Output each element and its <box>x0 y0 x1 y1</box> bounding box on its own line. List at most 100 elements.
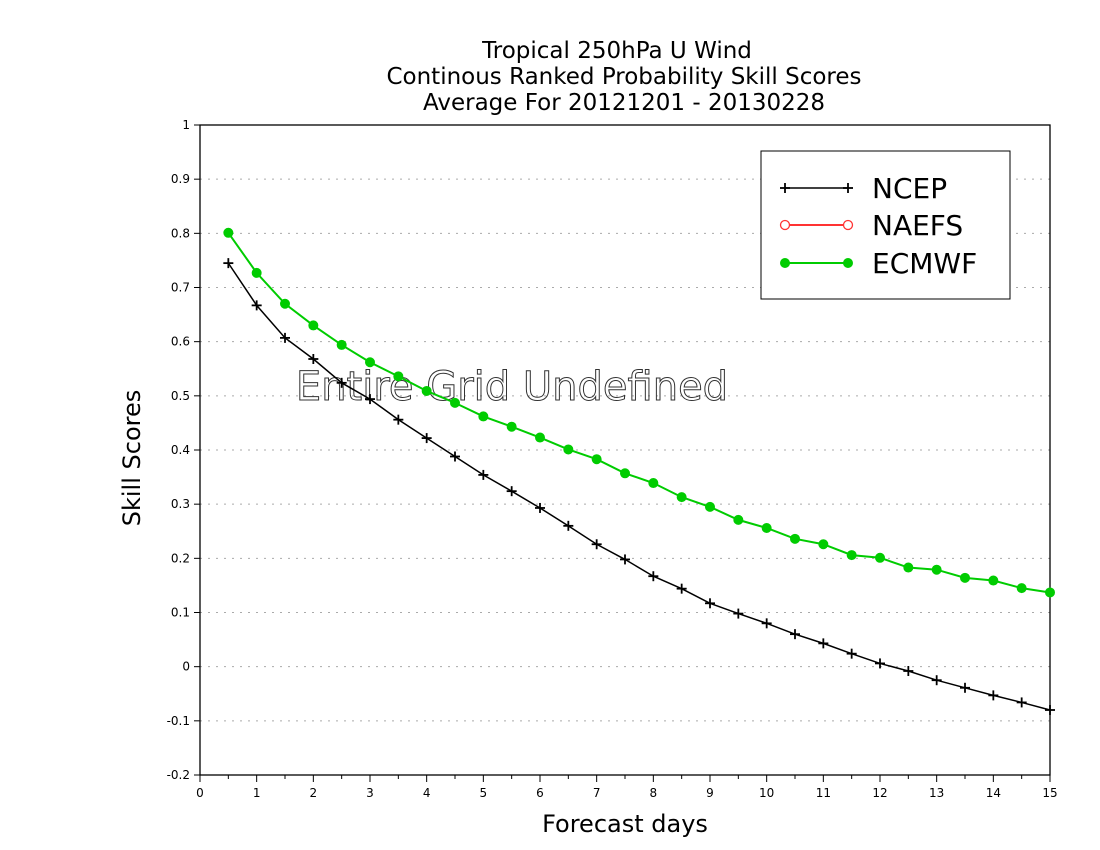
point-ncep <box>960 682 970 693</box>
point-ecmwf <box>563 444 574 455</box>
title-line-2: Continous Ranked Probability Skill Score… <box>386 64 861 90</box>
point-ncep <box>648 571 659 582</box>
legend-marker-ecmwf <box>780 258 790 268</box>
x-tick-label: 6 <box>536 786 544 800</box>
x-axis-label: Forecast days <box>542 810 708 838</box>
point-ecmwf <box>336 339 347 350</box>
point-ncep <box>336 377 347 388</box>
x-tick-label: 8 <box>650 786 658 800</box>
point-ncep <box>223 258 234 269</box>
point-ecmwf <box>648 478 659 489</box>
point-ncep <box>988 690 999 701</box>
point-ecmwf <box>733 514 744 525</box>
legend-marker-ncep <box>780 183 790 193</box>
point-ncep <box>733 608 744 619</box>
point-ncep <box>903 666 914 676</box>
x-tick-label: 7 <box>593 786 601 800</box>
point-ecmwf <box>960 572 970 583</box>
x-tick-label: 11 <box>816 786 831 800</box>
y-tick-label: 0.1 <box>171 606 190 620</box>
y-tick-label: 0.6 <box>171 335 190 349</box>
point-ncep <box>620 554 630 565</box>
point-ncep <box>365 394 375 405</box>
point-ecmwf <box>761 523 772 533</box>
series-ecmwf <box>223 227 1055 598</box>
point-ncep <box>421 433 432 444</box>
point-ncep <box>761 618 772 629</box>
point-ncep <box>393 414 404 425</box>
point-ncep <box>1045 705 1055 715</box>
point-ecmwf <box>591 454 602 465</box>
point-ecmwf <box>676 492 687 503</box>
point-ecmwf <box>535 432 545 443</box>
x-tick-label: 3 <box>366 786 374 800</box>
point-ncep <box>535 502 545 513</box>
point-ecmwf <box>705 501 715 512</box>
x-tick-label: 2 <box>310 786 318 800</box>
point-ecmwf <box>620 468 630 479</box>
y-tick-label: -0.2 <box>167 768 190 782</box>
legend-entry-ncep: NCEP <box>780 172 947 205</box>
point-ecmwf <box>1016 583 1027 594</box>
point-ecmwf <box>365 357 375 368</box>
x-tick-label: 1 <box>253 786 261 800</box>
legend-label-ncep: NCEP <box>872 172 947 205</box>
x-tick-label: 9 <box>706 786 714 800</box>
y-tick-label: 0 <box>182 660 190 674</box>
point-ecmwf <box>506 421 517 432</box>
point-ncep <box>251 300 262 311</box>
legend-marker-ncep <box>843 183 853 193</box>
point-ecmwf <box>478 411 489 422</box>
point-ecmwf <box>988 575 999 586</box>
x-tick-label: 12 <box>872 786 887 800</box>
undefined-annotation: Entire Grid Undefined <box>296 364 728 410</box>
legend-entry-naefs: NAEFS <box>779 209 963 242</box>
point-ecmwf <box>450 397 460 408</box>
series-ncep <box>223 258 1055 715</box>
point-ecmwf <box>846 550 857 561</box>
title-line-1: Tropical 250hPa U Wind <box>481 38 752 64</box>
x-tick-label: 10 <box>759 786 774 800</box>
point-ncep <box>308 354 319 364</box>
point-ecmwf <box>818 539 829 550</box>
point-ncep <box>478 469 489 480</box>
y-axis-label: Skill Scores <box>118 390 146 527</box>
legend-label-ecmwf: ECMWF <box>872 247 977 280</box>
legend-entry-ecmwf: ECMWF <box>780 247 977 280</box>
point-ncep <box>818 638 829 649</box>
point-ncep <box>280 332 290 343</box>
x-tick-label: 14 <box>986 786 1001 800</box>
point-ecmwf <box>280 298 290 309</box>
legend-label-naefs: NAEFS <box>872 209 963 242</box>
point-ecmwf <box>903 562 914 573</box>
y-tick-label: 0.2 <box>171 551 190 565</box>
x-tick-label: 0 <box>196 786 204 800</box>
series-group <box>223 227 1055 715</box>
y-tick-label: 0.8 <box>171 226 190 240</box>
point-ecmwf <box>223 227 234 238</box>
point-ecmwf <box>421 385 432 396</box>
point-ecmwf <box>931 564 942 575</box>
y-tick-label: -0.1 <box>167 714 190 728</box>
y-tick-label: 0.5 <box>171 389 190 403</box>
y-tick-label: 0.9 <box>171 172 190 186</box>
legend-marker-ecmwf <box>843 258 853 268</box>
point-ncep <box>875 658 885 669</box>
point-ncep <box>676 583 687 594</box>
point-ncep <box>846 648 857 659</box>
point-ncep <box>931 675 942 686</box>
point-ncep <box>1016 697 1027 708</box>
point-ncep <box>591 539 602 550</box>
point-ncep <box>563 520 574 531</box>
x-tick-label: 15 <box>1042 786 1057 800</box>
legend-marker-naefs <box>779 219 791 231</box>
chart-title: Tropical 250hPa U Wind Continous Ranked … <box>386 38 861 116</box>
y-tick-label: 0.4 <box>171 443 190 457</box>
point-ncep <box>450 451 460 462</box>
point-ecmwf <box>1045 587 1055 598</box>
legend: NCEP NAEFS ECMWF <box>760 150 1011 300</box>
point-ncep <box>705 598 715 609</box>
point-ncep <box>506 486 517 497</box>
point-ncep <box>790 629 800 640</box>
